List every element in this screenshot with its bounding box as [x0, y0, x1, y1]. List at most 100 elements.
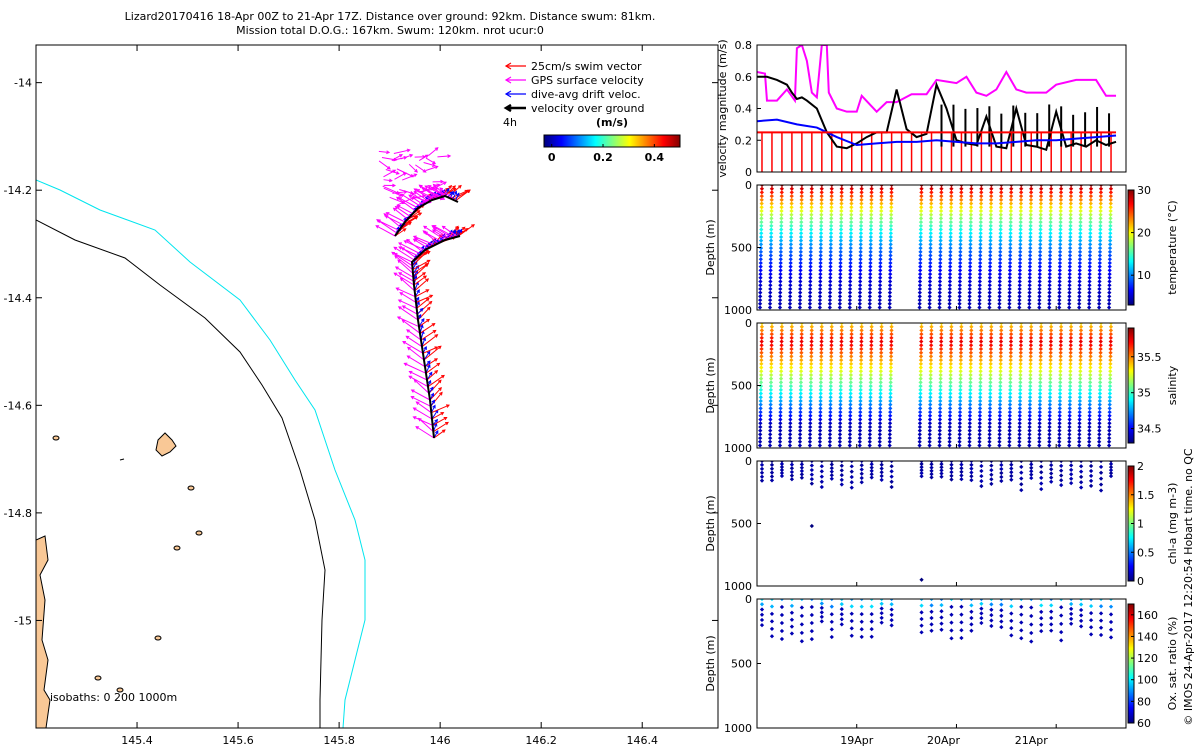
profile-sample: [987, 305, 992, 310]
colorbar-segment: [1128, 336, 1134, 338]
profile-sample: [958, 216, 964, 221]
profile-sample: [949, 185, 954, 188]
profile-sample: [977, 428, 982, 433]
gps-surface-velocity-arrow: [395, 171, 400, 175]
profile-sample: [1029, 462, 1034, 467]
profile-sample: [1107, 398, 1112, 404]
map-x-tick-label: 145.8: [323, 734, 355, 747]
profile-sample: [967, 290, 972, 295]
profile-sample: [958, 212, 964, 217]
gps-surface-velocity-arrow: [415, 189, 420, 193]
profile-sample: [967, 275, 973, 280]
profile-sample: [947, 283, 952, 288]
profile-sample: [868, 260, 873, 266]
profile-sample: [1018, 350, 1023, 355]
profile-sample: [889, 343, 894, 348]
profile-sample: [788, 290, 793, 295]
profile-sample: [759, 208, 764, 214]
legend-arrowhead: [504, 62, 512, 70]
colorbar-segment: [1128, 516, 1134, 518]
profile-sample: [867, 435, 872, 441]
profile-sample: [838, 268, 843, 273]
profile-sample: [949, 604, 954, 609]
profile-sample: [1088, 343, 1093, 348]
profile-sample: [988, 395, 993, 400]
profile-sample: [889, 484, 894, 490]
profile-sample: [798, 238, 804, 243]
profile-sample: [1067, 257, 1073, 262]
profile-sample: [1097, 249, 1103, 254]
profile-sample: [838, 376, 844, 381]
swim-vector-arrow: [413, 272, 426, 282]
profile-sample: [838, 406, 843, 411]
map-y-tick-label: -14.8: [4, 507, 32, 520]
profile-sample: [788, 271, 793, 277]
profile-sample: [1097, 275, 1102, 280]
profile-sample: [858, 372, 864, 378]
drift-velocity-arrow: [427, 364, 431, 369]
profile-sample: [799, 335, 804, 340]
profile-sample: [938, 365, 943, 370]
colorbar-segment: [1128, 279, 1134, 281]
profile-sample: [819, 601, 824, 606]
colorbar-segment: [1128, 203, 1134, 205]
profile-sample: [988, 231, 993, 236]
profile-sample: [828, 283, 833, 288]
colorbar-segment: [1128, 560, 1134, 562]
profile-sample: [839, 194, 844, 199]
drift-velocity-arrow: [417, 313, 422, 318]
colorbar-segment: [1128, 207, 1134, 209]
gps-surface-velocity-arrow: [395, 287, 400, 291]
colorbar-segment: [648, 135, 650, 147]
profile-sample: [1028, 365, 1033, 370]
profile-sample: [1007, 301, 1012, 306]
profile-sample: [798, 253, 803, 258]
colorbar-segment: [567, 135, 569, 147]
profile-sample: [928, 260, 933, 266]
profile-sample: [819, 484, 824, 490]
colorbar-segment: [1128, 561, 1134, 563]
swim-vector-arrow: [445, 404, 450, 408]
profile-sample: [927, 271, 933, 277]
swim-vector-arrow: [425, 362, 440, 374]
profile-sample: [969, 461, 974, 464]
colorbar-segment: [1128, 216, 1134, 218]
profile-sample: [1048, 219, 1053, 225]
profile-sample: [868, 372, 873, 378]
profile-sample: [798, 286, 803, 292]
profile-sample: [1017, 275, 1022, 280]
colorbar-segment: [579, 135, 581, 147]
profile-sample: [889, 339, 894, 344]
profile-sample: [1107, 290, 1112, 295]
profile-sample: [859, 634, 864, 639]
profile-sample: [1009, 323, 1014, 326]
profile-sample: [987, 271, 993, 277]
gps-surface-velocity-arrow: [402, 173, 417, 181]
profile-sample: [819, 324, 824, 329]
profile-sample: [1067, 305, 1072, 310]
colorbar-segment: [1128, 610, 1134, 612]
profile-sample: [1108, 627, 1114, 632]
profile-sample: [1108, 238, 1113, 243]
swim-vector-arrow: [431, 404, 450, 414]
profile-sample: [1057, 279, 1062, 284]
profile-sample: [878, 365, 884, 370]
profile-sample: [868, 268, 873, 273]
profile-sample: [1098, 227, 1103, 232]
colorbar-segment: [1128, 524, 1134, 526]
profile-sample: [828, 286, 833, 292]
profile-sample: [778, 376, 784, 381]
profile-sample: [919, 205, 924, 210]
colorbar-segment: [1128, 396, 1134, 398]
profile-sample: [838, 413, 843, 418]
profile-sample: [879, 205, 884, 210]
colorbar-segment: [1128, 719, 1134, 721]
profile-sample: [837, 435, 843, 441]
profile-sample: [1027, 421, 1032, 426]
colorbar-segment: [1128, 535, 1134, 537]
profile-sample: [1087, 245, 1093, 251]
profile-sample: [1098, 604, 1104, 609]
profile-sample: [1027, 279, 1032, 284]
profile-sample: [958, 365, 963, 370]
profile-sample: [978, 227, 983, 232]
